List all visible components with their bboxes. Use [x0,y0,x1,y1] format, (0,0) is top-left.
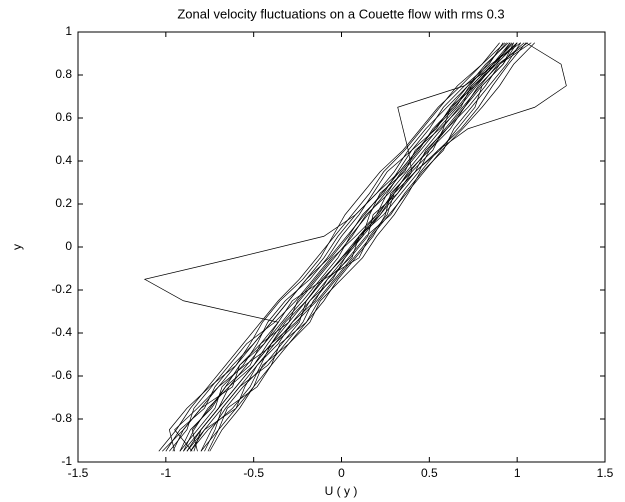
curve [190,42,518,452]
y-tick-label: 0.4 [55,153,72,167]
x-tick-label: 1 [514,466,521,480]
y-tick-label: -0.2 [51,282,72,296]
curve [165,42,509,452]
y-axis-label: y [10,244,24,250]
y-tick-label: 0.2 [55,196,72,210]
plot-frame [77,31,606,463]
y-tick-label: -0.8 [51,411,72,425]
x-tick-label: 0.5 [421,466,438,480]
curve [158,42,506,452]
x-tick-label: 0 [338,466,345,480]
y-tick-label: 0 [65,239,72,253]
x-tick-label: -0.5 [243,466,264,480]
curve [200,42,521,452]
x-tick-label: -1.5 [68,466,89,480]
curve [200,42,518,452]
y-tick-label: 0.6 [55,110,72,124]
curve [143,42,511,452]
curve [186,42,567,452]
curve [209,42,527,452]
curve [183,42,513,452]
curve [186,42,532,452]
y-tick-label: 0.8 [55,67,72,81]
curve [193,42,528,452]
curve [207,42,535,452]
x-tick-label: 1.5 [597,466,614,480]
curve [172,42,507,452]
curve [169,42,514,452]
x-tick-label: -1 [160,466,171,480]
curve [179,42,504,452]
y-tick-label: -0.4 [51,325,72,339]
curve [190,42,525,452]
y-tick-label: 1 [65,24,72,38]
curve [191,42,511,452]
curve [204,42,521,452]
chart-title: Zonal velocity fluctuations on a Couette… [177,6,504,21]
y-tick-label: -1 [61,454,72,468]
y-tick-label: -0.6 [51,368,72,382]
x-axis-label: U ( y ) [325,484,358,498]
